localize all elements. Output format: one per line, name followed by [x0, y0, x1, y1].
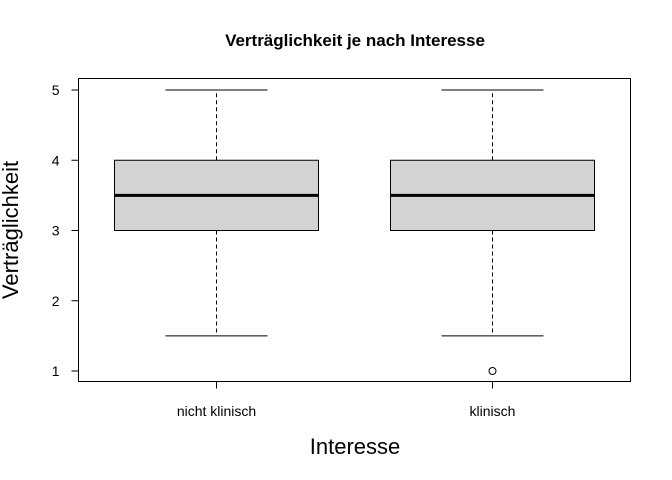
outlier-point — [488, 367, 497, 375]
box-group — [114, 89, 595, 375]
box-2 — [390, 89, 595, 375]
x-axis-label: Interesse — [310, 434, 401, 459]
chart-title: Verträglichkeit je nach Interesse — [225, 31, 485, 50]
y-axis: 1 2 3 4 5 — [52, 82, 79, 379]
y-tick-label: 1 — [52, 363, 60, 379]
x-axis: nicht klinisch klinisch — [177, 381, 516, 419]
box-1 — [114, 89, 319, 337]
y-tick-label: 5 — [52, 82, 60, 98]
x-tick-label: klinisch — [470, 403, 516, 419]
y-tick-label: 4 — [52, 152, 60, 168]
x-tick-label: nicht klinisch — [177, 403, 256, 419]
y-tick-label: 3 — [52, 223, 60, 239]
y-axis-label: Verträglichkeit — [0, 161, 23, 299]
y-tick-label: 2 — [52, 293, 60, 309]
